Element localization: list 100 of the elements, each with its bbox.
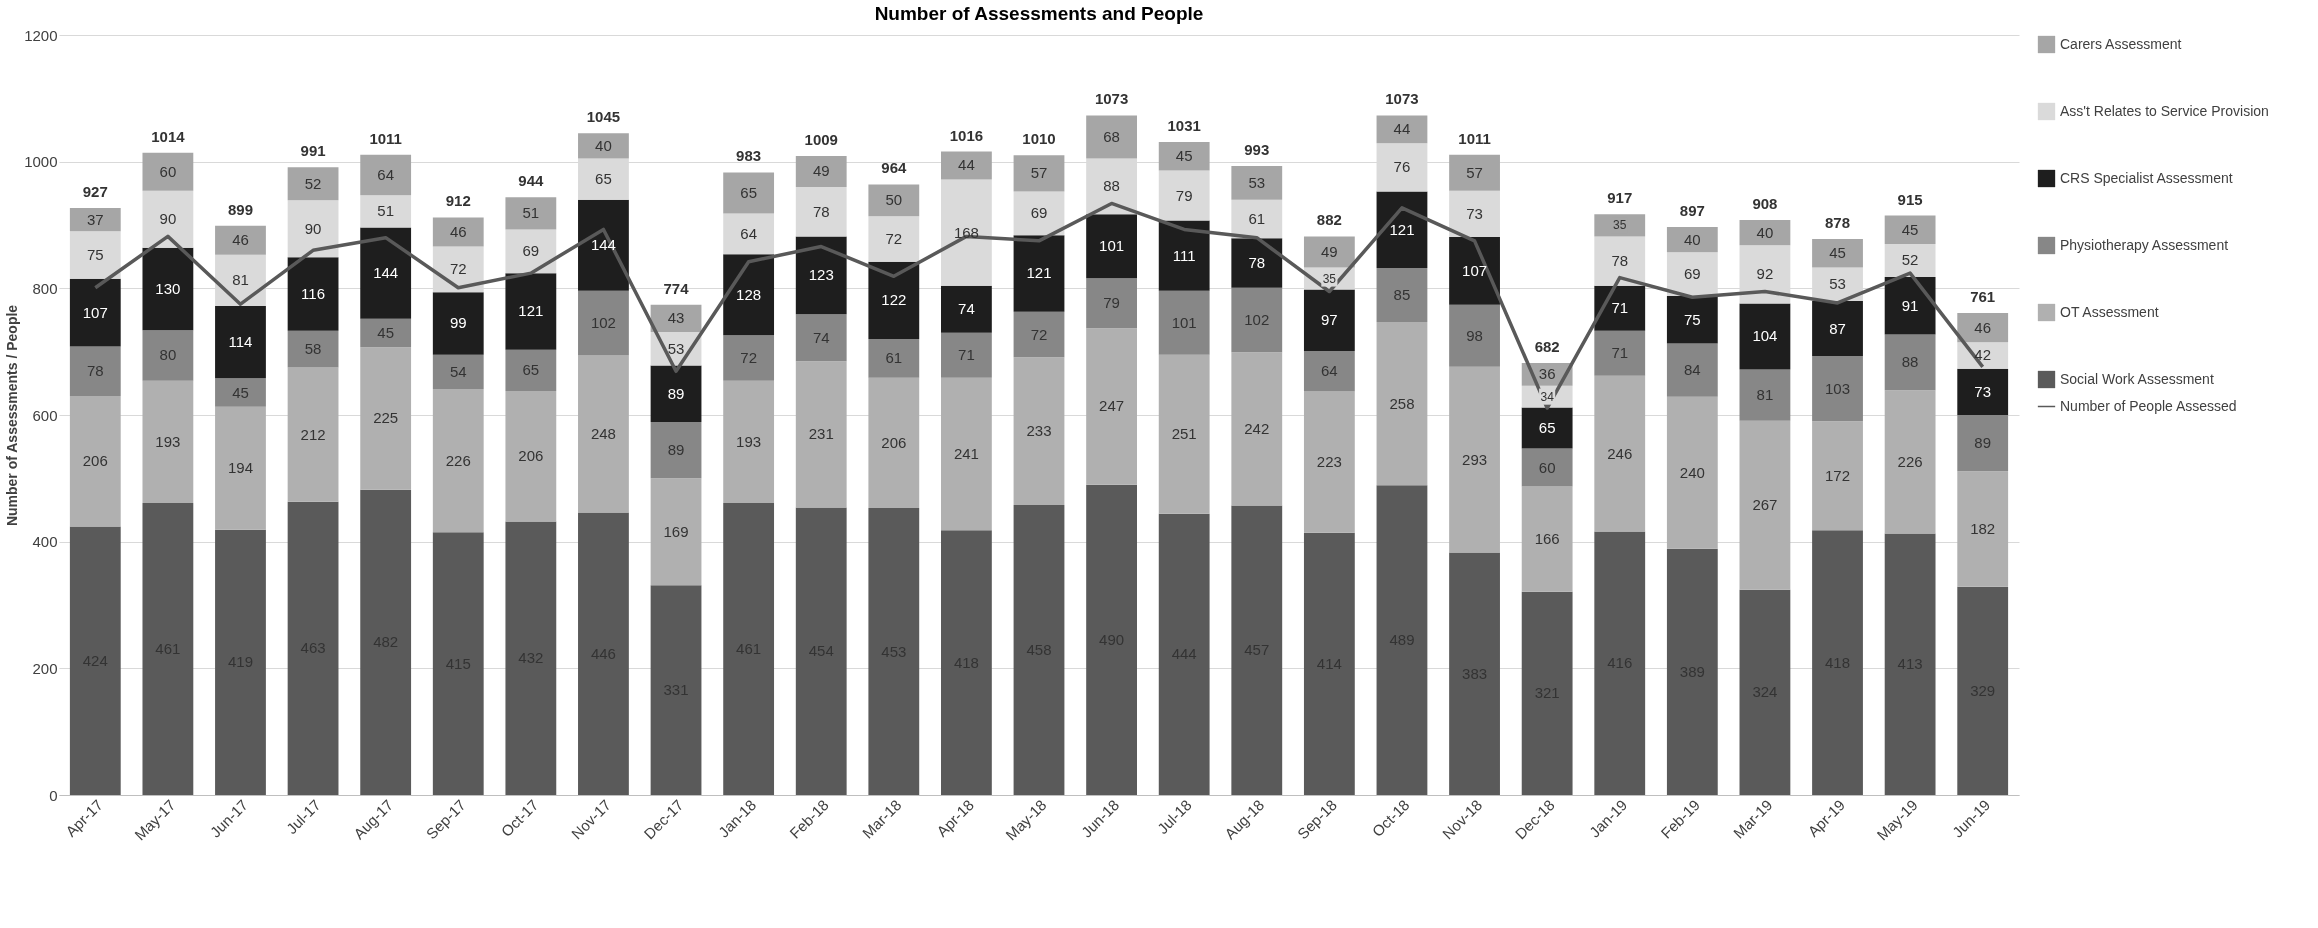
data-label: 37 bbox=[86, 210, 104, 228]
bar bbox=[505, 197, 557, 230]
data-label: 88 bbox=[1103, 177, 1120, 195]
data-label: 91 bbox=[1901, 296, 1919, 314]
bar bbox=[1013, 155, 1065, 192]
bar bbox=[1013, 191, 1065, 236]
data-label: 78 bbox=[1248, 254, 1266, 271]
total-label: 993 bbox=[1244, 141, 1270, 159]
bar bbox=[1884, 533, 1936, 795]
bar bbox=[1158, 142, 1210, 171]
data-label: 61 bbox=[1248, 209, 1266, 227]
data-label: 101 bbox=[1099, 237, 1125, 255]
bar bbox=[1449, 304, 1500, 367]
bar bbox=[1086, 328, 1137, 485]
total-label: 1011 bbox=[369, 129, 402, 147]
bar bbox=[69, 346, 121, 396]
total-label: 682 bbox=[1534, 338, 1560, 356]
bar bbox=[578, 512, 629, 795]
data-label: 40 bbox=[1683, 230, 1701, 248]
y-tick-label: 800 bbox=[32, 279, 58, 297]
data-label: 72 bbox=[1030, 325, 1048, 343]
total-label: 1073 bbox=[1094, 90, 1129, 108]
data-label: 71 bbox=[1611, 344, 1629, 362]
data-label: 194 bbox=[227, 459, 253, 477]
bar bbox=[650, 585, 702, 795]
total-label: 1011 bbox=[1458, 129, 1491, 147]
bar bbox=[1812, 238, 1863, 268]
bar bbox=[287, 167, 339, 201]
total-label: 917 bbox=[1607, 189, 1633, 207]
total-label: 915 bbox=[1897, 190, 1923, 208]
data-label: 116 bbox=[301, 285, 326, 303]
total-label: 964 bbox=[881, 159, 907, 177]
data-label: 36 bbox=[1538, 365, 1556, 383]
data-label: 267 bbox=[1752, 496, 1778, 514]
bar bbox=[432, 354, 484, 390]
bar bbox=[1303, 351, 1355, 392]
bar bbox=[1376, 268, 1428, 322]
data-label: 69 bbox=[1683, 265, 1701, 283]
data-label: 72 bbox=[449, 260, 467, 278]
data-label: 90 bbox=[304, 219, 322, 237]
bar bbox=[432, 532, 484, 795]
total-label: 899 bbox=[227, 200, 253, 218]
legend-label: Physiotherapy Assessment bbox=[2060, 236, 2229, 253]
data-label: 40 bbox=[1756, 223, 1774, 241]
data-label: 54 bbox=[449, 362, 467, 380]
data-label: 90 bbox=[159, 210, 177, 228]
total-label: 1045 bbox=[586, 108, 621, 126]
data-label: 53 bbox=[1829, 275, 1846, 293]
data-label: 121 bbox=[1026, 264, 1052, 282]
data-label: 144 bbox=[373, 264, 399, 282]
total-label: 983 bbox=[736, 147, 762, 165]
bar bbox=[142, 380, 194, 504]
y-tick-label: 200 bbox=[32, 659, 58, 677]
data-label: 45 bbox=[1175, 147, 1193, 165]
total-label: 1016 bbox=[949, 126, 984, 144]
data-label: 46 bbox=[449, 222, 467, 240]
data-label: 80 bbox=[159, 346, 177, 364]
bar bbox=[1666, 343, 1718, 397]
data-label: 65 bbox=[595, 170, 612, 188]
bar bbox=[1594, 236, 1646, 286]
data-label: 74 bbox=[958, 300, 975, 318]
total-label: 882 bbox=[1316, 211, 1342, 229]
data-label: 206 bbox=[518, 447, 544, 465]
data-label: 193 bbox=[736, 432, 762, 450]
data-label: 128 bbox=[736, 285, 762, 303]
data-label: 103 bbox=[1825, 379, 1851, 397]
data-label: 64 bbox=[377, 165, 395, 183]
data-label: 78 bbox=[86, 362, 104, 380]
bar bbox=[650, 478, 702, 586]
y-tick-label: 400 bbox=[32, 533, 58, 551]
bar bbox=[142, 152, 194, 191]
bar bbox=[505, 273, 557, 350]
bar bbox=[723, 503, 775, 795]
data-label: 248 bbox=[590, 425, 616, 442]
bar bbox=[1158, 513, 1210, 795]
data-label: 233 bbox=[1026, 422, 1052, 440]
bar bbox=[868, 377, 920, 509]
data-label: 89 bbox=[667, 384, 685, 402]
data-label: 206 bbox=[881, 433, 907, 451]
bar bbox=[215, 378, 266, 407]
bar bbox=[360, 227, 412, 319]
data-label: 71 bbox=[958, 346, 975, 364]
bar bbox=[795, 507, 847, 795]
data-label: 35 bbox=[1322, 271, 1337, 286]
bar bbox=[505, 390, 557, 522]
bar bbox=[215, 306, 266, 379]
bar bbox=[1086, 484, 1137, 795]
data-label: 258 bbox=[1389, 394, 1415, 412]
data-label: 58 bbox=[304, 340, 322, 358]
y-tick-label: 1000 bbox=[24, 153, 58, 171]
bar bbox=[650, 365, 702, 422]
bar bbox=[432, 292, 484, 355]
data-label: 88 bbox=[1901, 353, 1919, 371]
data-label: 226 bbox=[445, 451, 471, 469]
data-label: 212 bbox=[300, 425, 326, 443]
bar bbox=[1013, 357, 1065, 505]
bar bbox=[1013, 235, 1065, 312]
bar bbox=[287, 330, 339, 368]
bar bbox=[578, 290, 629, 356]
data-label: 104 bbox=[1752, 327, 1778, 345]
